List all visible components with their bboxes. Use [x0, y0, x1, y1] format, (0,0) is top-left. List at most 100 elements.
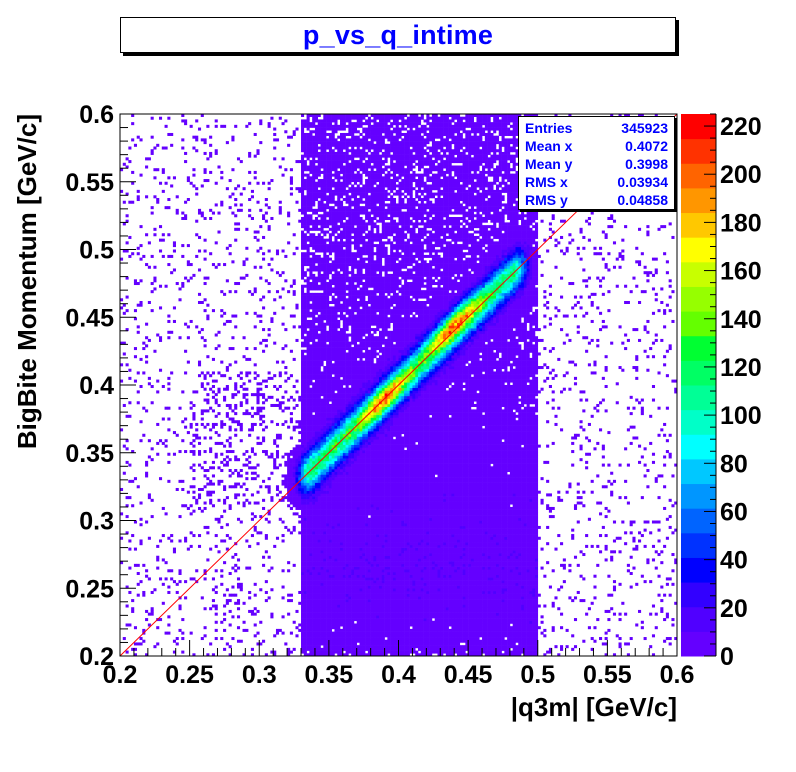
heatmap-cell — [395, 593, 399, 597]
heatmap-cell — [353, 631, 358, 635]
heatmap-cell — [342, 561, 346, 565]
heatmap-cell — [532, 620, 536, 624]
heatmap-cell — [348, 544, 352, 548]
heatmap-cell — [495, 590, 500, 594]
heatmap-cell — [320, 547, 324, 551]
heatmap-cell — [493, 517, 497, 521]
heatmap-cell — [287, 593, 291, 597]
heatmap-cell — [493, 634, 497, 638]
heatmap-cell — [518, 609, 522, 613]
heatmap-cell — [635, 582, 639, 586]
heatmap-cell — [334, 547, 338, 551]
heatmap-cell — [470, 653, 474, 657]
heatmap-cell — [479, 539, 483, 543]
heatmap-cell — [303, 582, 307, 586]
heatmap-cell — [443, 523, 447, 527]
heatmap-cell — [674, 601, 678, 605]
heatmap-cell — [495, 531, 500, 535]
heatmap-cell — [443, 555, 447, 559]
heatmap-cell — [351, 523, 355, 527]
heatmap-cell — [301, 582, 305, 586]
heatmap-cell — [342, 547, 346, 551]
heatmap-cell — [303, 609, 307, 613]
heatmap-cell — [401, 631, 405, 635]
heatmap-cell — [445, 574, 449, 578]
heatmap-cell — [526, 555, 530, 559]
heatmap-cell — [392, 607, 397, 611]
heatmap-cell — [512, 523, 516, 527]
heatmap-cell — [498, 531, 502, 535]
heatmap-cell — [392, 555, 397, 559]
heatmap-cell — [654, 520, 658, 524]
heatmap-cell — [448, 563, 452, 567]
heatmap-cell — [312, 634, 316, 638]
heatmap-cell — [303, 550, 307, 554]
heatmap-cell — [406, 645, 410, 649]
heatmap-cell — [431, 607, 435, 611]
heatmap-cell — [345, 539, 349, 543]
heatmap-cell — [342, 539, 346, 543]
heatmap-cell — [259, 620, 263, 624]
heatmap-cell — [462, 653, 466, 657]
heatmap-cell — [459, 569, 463, 573]
heatmap-cell — [401, 553, 405, 557]
heatmap-cell — [356, 569, 360, 573]
heatmap-cell — [328, 628, 332, 632]
heatmap-cell — [415, 639, 419, 643]
heatmap-cell — [342, 604, 346, 608]
heatmap-cell — [175, 582, 179, 586]
heatmap-cell — [437, 517, 441, 521]
heatmap-cell — [376, 615, 380, 619]
heatmap-cell — [462, 569, 466, 573]
heatmap-cell — [512, 601, 516, 605]
heatmap-cell — [309, 620, 313, 624]
heatmap-cell — [498, 604, 502, 608]
heatmap-cell — [470, 628, 474, 632]
heatmap-cell — [379, 650, 383, 654]
heatmap-cell — [462, 547, 466, 551]
heatmap-cell — [345, 553, 349, 557]
heatmap-cell — [387, 566, 391, 570]
heatmap-cell — [660, 609, 664, 613]
heatmap-cell — [312, 607, 316, 611]
heatmap-cell — [521, 561, 525, 565]
heatmap-cell — [429, 528, 433, 532]
heatmap-cell — [228, 593, 232, 597]
heatmap-cell — [468, 596, 472, 600]
heatmap-cell — [445, 517, 449, 521]
heatmap-cell — [501, 626, 505, 630]
heatmap-cell — [365, 547, 369, 551]
heatmap-cell — [253, 525, 257, 529]
heatmap-cell — [345, 601, 349, 605]
heatmap-cell — [401, 580, 405, 584]
heatmap-cell — [571, 536, 575, 540]
heatmap-cell — [306, 571, 310, 575]
heatmap-cell — [526, 580, 530, 584]
heatmap-cell — [532, 623, 536, 627]
heatmap-cell — [323, 550, 327, 554]
heatmap-cell — [454, 599, 458, 603]
heatmap-cell — [456, 517, 461, 521]
heatmap-cell — [323, 542, 327, 546]
heatmap-cell — [303, 517, 307, 521]
heatmap-cell — [309, 542, 313, 546]
heatmap-cell — [468, 650, 472, 654]
heatmap-cell — [445, 593, 449, 597]
heatmap-cell — [504, 604, 508, 608]
heatmap-cell — [412, 577, 416, 581]
heatmap-cell — [660, 607, 664, 611]
heatmap-cell — [320, 536, 324, 540]
heatmap-cell — [434, 639, 438, 643]
heatmap-cell — [418, 623, 422, 627]
heatmap-cell — [470, 599, 474, 603]
heatmap-cell — [482, 618, 486, 622]
heatmap-cell — [507, 634, 511, 638]
heatmap-cell — [418, 547, 422, 551]
heatmap-cell — [529, 631, 533, 635]
heatmap-cell — [665, 612, 669, 616]
heatmap-cell — [429, 620, 433, 624]
heatmap-cell — [649, 580, 653, 584]
heatmap-cell — [401, 566, 405, 570]
heatmap-cell — [398, 561, 402, 565]
heatmap-cell — [317, 528, 321, 532]
